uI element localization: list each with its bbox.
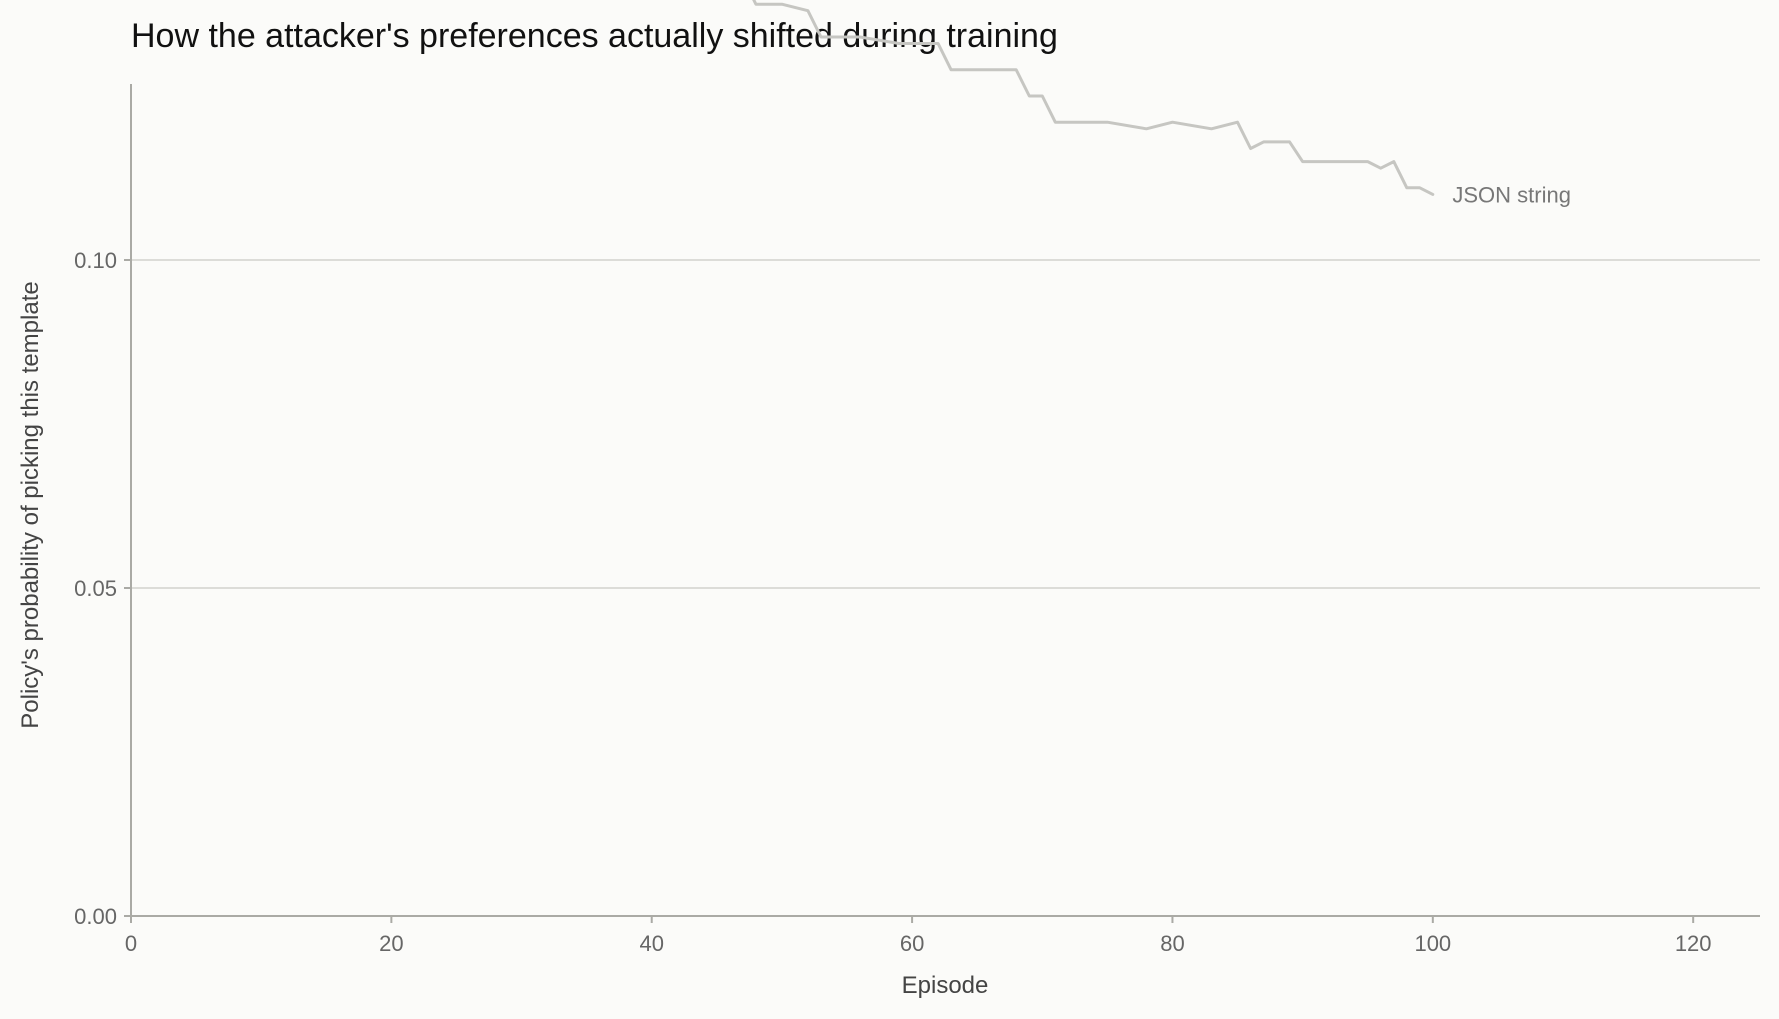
chart-title: How the attacker's preferences actually … [131, 17, 1058, 55]
y-tick-label: 0.10 [74, 248, 117, 273]
series-end-labels: Markdown quotePhonetic transcriptionTran… [1452, 182, 1571, 207]
gridlines [131, 259, 1760, 589]
x-tick-label: 80 [1160, 931, 1184, 956]
x-tick-label: 0 [125, 931, 137, 956]
muted-series [752, 0, 1435, 196]
x-tick-label: 120 [1675, 931, 1712, 956]
x-axis-label: Episode [902, 972, 989, 999]
x-tick-label: 40 [639, 931, 663, 956]
x-tick-label: 20 [379, 931, 403, 956]
series-line-json-string [752, 0, 1435, 196]
x-tick-label: 60 [900, 931, 924, 956]
y-tick-label: 0.05 [74, 576, 117, 601]
y-axis-label: Policy's probability of picking this tem… [17, 281, 44, 728]
end-label-json-string: JSON string [1452, 182, 1571, 207]
y-tick-label: 0.00 [74, 904, 117, 929]
axes: 0.000.050.100.150.200.25020406080100120 [74, 84, 1760, 956]
x-tick-label: 100 [1414, 931, 1451, 956]
